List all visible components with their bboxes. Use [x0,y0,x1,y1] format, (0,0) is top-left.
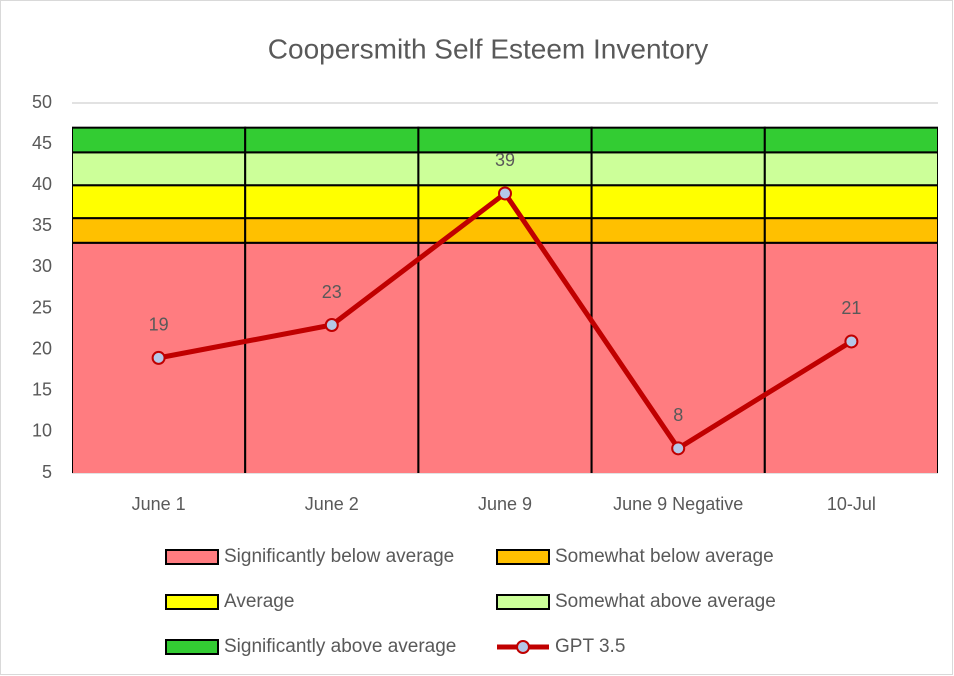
data-label: 21 [841,298,861,318]
bar-segment [590,241,766,473]
bar-segment [417,126,593,154]
legend-label: Somewhat below average [555,546,774,567]
legend-label: Average [224,591,294,612]
y-tick-label: 40 [32,174,52,194]
line-marker [671,441,686,456]
x-tick-label: 10-Jul [827,494,876,514]
y-tick-label: 45 [32,133,52,153]
bar-segment [244,184,420,220]
legend-swatch [496,549,550,565]
legend-label: Significantly below average [224,546,454,567]
legend-label: GPT 3.5 [555,636,625,657]
y-tick-label: 5 [42,462,52,482]
data-label: 23 [322,282,342,302]
y-tick-label: 20 [32,338,52,358]
y-tick-label: 15 [32,380,52,400]
legend-swatch [165,549,219,565]
x-tick-label: June 9 [478,494,532,514]
bar-segment [72,126,247,154]
bar-segment [590,151,766,187]
bars [72,126,938,473]
y-tick-label: 25 [32,297,52,317]
legend-label: Significantly above average [224,636,456,657]
x-tick-label: June 1 [132,494,186,514]
x-tick-label: June 9 Negative [613,494,743,514]
legend-swatch [165,594,219,610]
bar-segment [72,151,247,187]
y-tick-label: 10 [32,421,52,441]
y-tick-label: 50 [32,92,52,112]
chart-title: Coopersmith Self Esteem Inventory [268,33,708,64]
line-marker [498,186,512,201]
bar-segment [244,151,420,187]
y-tick-label: 30 [32,256,52,276]
bar-segment [72,217,247,244]
legend-swatch [165,639,219,655]
bar-segment [72,184,247,220]
legend-label: Somewhat above average [555,591,776,612]
bar-segment [417,151,593,187]
bar-segment [763,184,938,220]
line-marker [324,318,339,332]
bar-segment [590,184,766,220]
bar-segment [763,126,938,154]
legend-swatch [496,594,550,610]
data-label: 39 [495,150,515,170]
line-marker [844,334,859,349]
bar-segment [244,126,420,154]
line-marker [151,350,166,365]
bar-segment [244,217,420,244]
data-label: 19 [149,315,169,335]
legend-marker [516,640,530,654]
bar-segment [763,241,938,473]
bar-segment [763,217,938,244]
bar-segment [590,126,766,154]
bar-segment [763,151,938,187]
y-tick-label: 35 [32,215,52,235]
data-label: 8 [673,405,683,425]
x-tick-label: June 2 [305,494,359,514]
bar-segment [590,217,766,244]
